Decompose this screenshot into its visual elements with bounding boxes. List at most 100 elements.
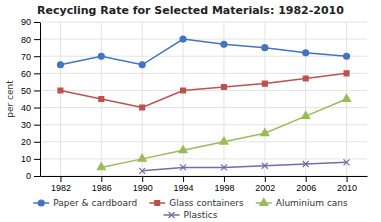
point [220, 137, 228, 144]
point [221, 164, 227, 170]
series-line [142, 162, 346, 171]
tick-label: 1990 [133, 183, 153, 193]
tick-mark [265, 176, 266, 182]
point [262, 163, 268, 169]
tick-label: 50 [21, 86, 31, 96]
axis-line [40, 23, 41, 177]
legend-item: Paper & cardboard [33, 198, 137, 208]
point [261, 129, 269, 136]
tick-mark [347, 176, 348, 182]
tick-label: 20 [21, 137, 31, 147]
point [303, 161, 309, 167]
tick-mark [60, 176, 61, 182]
legend-item: Plastics [164, 210, 218, 220]
tick-mark [34, 176, 40, 177]
tick: 2010 [337, 176, 357, 193]
tick-mark [34, 73, 40, 74]
point [57, 62, 63, 68]
legend-marker [38, 200, 44, 206]
tick-mark [34, 39, 40, 40]
tick: 70 [21, 52, 40, 62]
point [140, 105, 145, 110]
point [180, 36, 186, 42]
tick-label: 1994 [174, 183, 194, 193]
plot-area [57, 36, 350, 174]
legend-marker [155, 201, 160, 206]
grid-line [142, 22, 143, 176]
point [221, 41, 227, 47]
grid-line [40, 158, 367, 159]
tick: 2006 [296, 176, 316, 193]
x-axis: 19821986199019941998200220062010 [41, 176, 368, 193]
point [138, 154, 146, 161]
axis-line [41, 176, 368, 177]
tick: 1982 [51, 176, 71, 193]
tick-label: 1982 [51, 183, 71, 193]
legend: Paper & cardboardGlass containersAlumini… [33, 198, 348, 220]
point [139, 62, 145, 68]
tick-mark [183, 176, 184, 182]
tick-mark [34, 108, 40, 109]
point [344, 159, 350, 165]
point [98, 53, 104, 59]
tick-label: 70 [21, 52, 31, 62]
legend-marker [260, 198, 268, 205]
series-line [60, 39, 346, 65]
tick: 1986 [92, 176, 112, 193]
point [97, 163, 105, 170]
tick-mark [224, 176, 225, 182]
tick: 10 [21, 154, 40, 164]
grid-line [305, 22, 306, 176]
grid [40, 22, 367, 176]
legend-item: Aluminium cans [256, 198, 348, 208]
tick-mark [34, 90, 40, 91]
legend-label: Paper & cardboard [53, 198, 137, 208]
grid-line [40, 90, 367, 91]
tick-label: 30 [21, 120, 31, 130]
tick: 80 [21, 34, 40, 44]
grid-line [40, 141, 367, 142]
point [179, 146, 187, 153]
tick-label: 60 [21, 69, 31, 79]
tick: 0 [26, 171, 40, 181]
grid-line [60, 22, 61, 176]
grid-line [40, 22, 367, 23]
tick: 30 [21, 120, 40, 130]
grid-line [40, 39, 367, 40]
y-axis-label: per cent [5, 80, 15, 118]
tick: 1994 [174, 176, 194, 193]
y-axis: 0 10 20 30 40 50 60 70 80 90 [21, 17, 41, 181]
tick-mark [34, 22, 40, 23]
tick-label: 90 [21, 17, 31, 27]
tick-mark [142, 176, 143, 182]
point [99, 97, 104, 102]
tick-label: 2010 [337, 183, 357, 193]
point [303, 50, 309, 56]
grid-line [40, 73, 367, 74]
tick-label: 1998 [214, 183, 234, 193]
point [181, 88, 186, 93]
chart: Recycling Rate for Selected Materials: 1… [0, 0, 381, 222]
point [139, 168, 145, 174]
series-line [60, 73, 346, 107]
point [262, 45, 268, 51]
point [302, 111, 310, 118]
tick: 90 [21, 17, 40, 27]
legend-label: Plastics [184, 210, 218, 220]
tick-label: 40 [21, 103, 31, 113]
point [221, 85, 226, 90]
tick-mark [34, 56, 40, 57]
tick-mark [34, 159, 40, 160]
point [58, 88, 63, 93]
tick-label: 1986 [92, 183, 112, 193]
tick: 1990 [133, 176, 153, 193]
series-line [101, 99, 346, 167]
tick-label: 80 [21, 34, 31, 44]
grid-line [40, 176, 367, 177]
point [180, 164, 186, 170]
point [343, 94, 351, 101]
tick-label: 0 [26, 171, 31, 181]
tick-mark [34, 125, 40, 126]
point [344, 53, 350, 59]
tick: 1998 [214, 176, 234, 193]
